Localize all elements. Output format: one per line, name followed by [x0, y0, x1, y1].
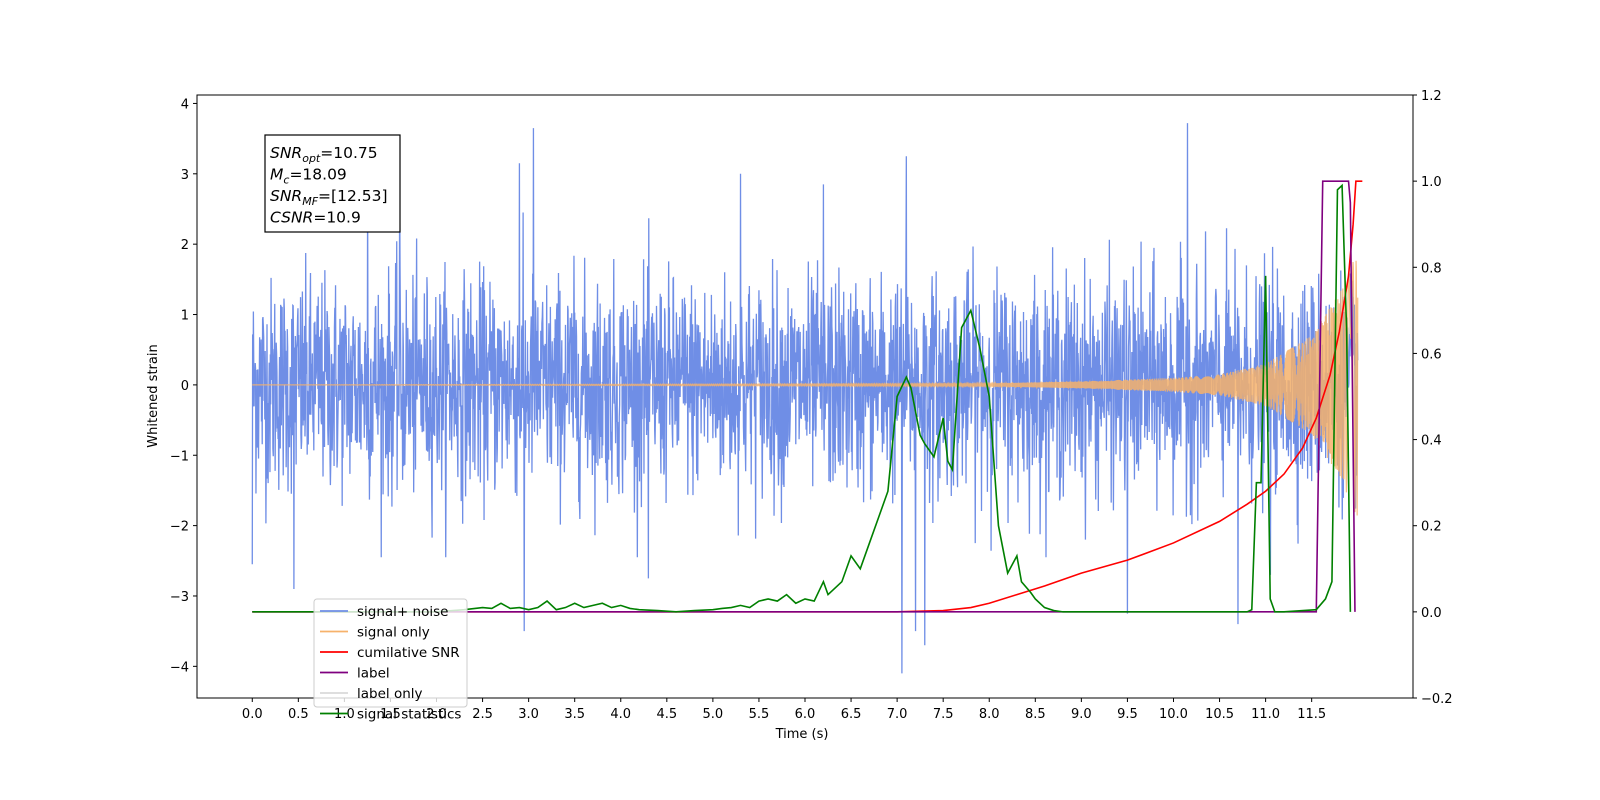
y2-tick-label: 1.2 [1421, 89, 1442, 104]
legend-entry: cumilative SNR [357, 645, 460, 661]
x-tick-label: 8.5 [1025, 707, 1046, 722]
y2-tick-label: 1.0 [1421, 175, 1442, 190]
x-axis: 0.0 0.5 1.0 1.5 2.0 2.5 3.0 3.5 4.0 4.5 5.0 5.5 6.0 6… [242, 698, 1326, 722]
x-tick-label: 11.0 [1251, 707, 1280, 722]
legend-frame [313, 598, 468, 708]
y2-tick-label: 0.2 [1421, 520, 1442, 535]
x-tick-label: 2.5 [472, 707, 493, 722]
y-tick-label: −4 [170, 660, 189, 675]
x-tick-label: 7.5 [933, 707, 954, 722]
y-tick-label: −1 [170, 449, 189, 464]
snr-value: =10.9 [313, 209, 361, 227]
y-axis-label: Whitened strain [146, 344, 161, 447]
snr-line: SNRopt=10.75 [270, 144, 378, 165]
snr-var: M [270, 166, 283, 184]
x-tick-label: 2.0 [426, 707, 447, 722]
x-tick-label: 6.5 [841, 707, 862, 722]
y-axis-left: −4 −3 −2 −1 0 1 2 3 4 [170, 97, 197, 675]
x-tick-label: 1.5 [380, 707, 401, 722]
x-tick-label: 10.5 [1205, 707, 1234, 722]
snr-line: Mc=18.09 [270, 166, 347, 187]
y-tick-label: −2 [170, 520, 189, 535]
snr-value: =[12.53] [318, 187, 387, 205]
y2-tick-label: 0.0 [1421, 606, 1442, 621]
x-tick-label: 4.0 [610, 707, 631, 722]
series-signal-only [252, 260, 1359, 516]
series-signal-plus-noise [251, 123, 1359, 674]
x-tick-label: 1.0 [334, 707, 355, 722]
snr-sub: MF [302, 195, 318, 208]
x-tick-label: 8.0 [979, 707, 1000, 722]
snr-var: SNR [270, 144, 302, 162]
y2-tick-label: 0.4 [1421, 434, 1442, 449]
x-tick-label: 5.0 [703, 707, 724, 722]
x-tick-label: 4.5 [656, 707, 677, 722]
snr-line: CSNR=10.9 [270, 209, 361, 227]
y2-tick-label: 0.6 [1421, 347, 1442, 362]
legend-entry: signal statistics [357, 707, 461, 723]
y2-tick-label: −0.2 [1421, 692, 1453, 707]
x-tick-label: 3.0 [518, 707, 539, 722]
legend: signal+ noise signal only cumilative SNR la… [313, 598, 468, 723]
snr-var: SNR [270, 187, 302, 205]
snr-sub: c [283, 174, 289, 187]
legend-entry: signal only [357, 625, 430, 641]
x-tick-label: 7.0 [887, 707, 908, 722]
snr-line: SNRMF=[12.53] [270, 187, 388, 208]
x-tick-label: 0.0 [242, 707, 263, 722]
snr-var: CSNR [270, 209, 313, 227]
snr-box-frame [264, 134, 401, 233]
y-tick-label: −3 [170, 590, 189, 605]
legend-entry: signal+ noise [357, 604, 448, 620]
x-tick-label: 3.5 [564, 707, 585, 722]
y-tick-label: 3 [181, 168, 189, 183]
series-signal-statistics [252, 183, 1352, 613]
y-tick-label: 4 [181, 97, 189, 112]
x-axis-label: Time (s) [775, 727, 829, 742]
y-axis-right: −0.2 0.0 0.2 0.4 0.6 0.8 1.0 1.2 [1413, 89, 1453, 707]
snr-sub: opt [302, 152, 321, 165]
x-tick-label: 6.0 [795, 707, 816, 722]
y-tick-label: 1 [181, 309, 189, 324]
x-tick-label: 5.5 [749, 707, 770, 722]
series-cumilative-snr [252, 180, 1363, 613]
snr-value: =18.09 [289, 166, 346, 184]
snr-value: =10.75 [320, 144, 377, 162]
x-tick-label: 10.0 [1159, 707, 1188, 722]
legend-entry: label only [357, 686, 423, 702]
plot-area [251, 123, 1363, 674]
x-tick-label: 0.5 [288, 707, 309, 722]
x-tick-label: 9.5 [1117, 707, 1138, 722]
y2-tick-label: 0.8 [1421, 261, 1442, 276]
x-tick-label: 11.5 [1297, 707, 1326, 722]
x-tick-label: 9.0 [1071, 707, 1092, 722]
snr-annotation-box: SNRopt=10.75Mc=18.09SNRMF=[12.53]CSNR=10… [264, 134, 401, 233]
y-tick-label: 2 [181, 238, 189, 253]
y-tick-label: 0 [181, 379, 189, 394]
legend-entry: label [357, 666, 390, 682]
